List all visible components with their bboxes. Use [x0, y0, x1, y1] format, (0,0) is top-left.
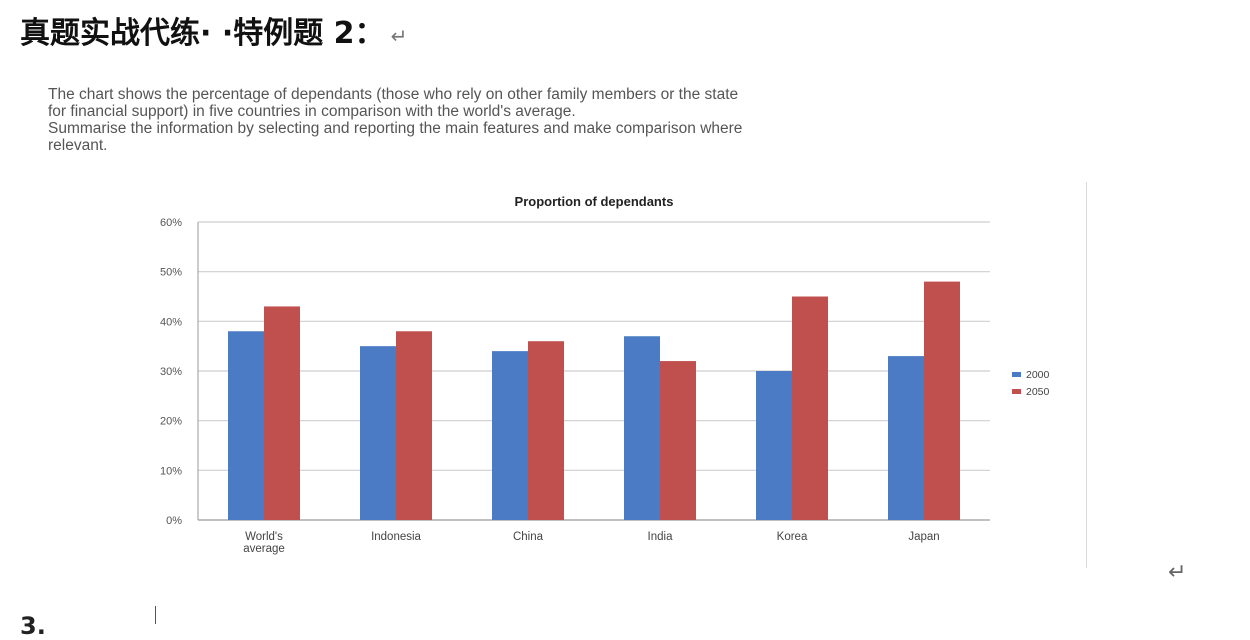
y-tick-label: 60%	[160, 217, 182, 229]
x-tick-label: Japan	[908, 531, 939, 543]
y-tick-label: 30%	[160, 366, 182, 378]
x-tick-label: China	[513, 531, 544, 543]
legend-label: 2000	[1026, 369, 1050, 381]
bar	[360, 346, 396, 520]
bar	[888, 356, 924, 520]
bar-chart: Proportion of dependants 0% 10% 20% 30% 40% 50…	[160, 194, 1050, 555]
x-tick-label: average	[243, 543, 285, 555]
y-tick-label: 0%	[166, 515, 182, 527]
bar	[396, 331, 432, 520]
text-cursor	[155, 606, 156, 624]
prompt-line: for financial support) in five countries…	[48, 103, 576, 120]
legend-swatch	[1012, 389, 1021, 394]
prompt-line: relevant.	[48, 137, 108, 154]
bar	[264, 306, 300, 520]
return-mark-icon: ↵	[1168, 560, 1187, 585]
x-tick-label: World's	[245, 531, 283, 543]
bar	[924, 281, 960, 520]
bar	[528, 341, 564, 520]
chart-frame: Proportion of dependants 0% 10% 20% 30% 40% 50…	[150, 182, 1087, 568]
y-tick-label: 40%	[160, 316, 182, 328]
prompt-line: The chart shows the percentage of depend…	[48, 86, 739, 103]
prompt-line: Summarise the information by selecting a…	[48, 120, 743, 137]
chart-title: Proportion of dependants	[515, 194, 674, 209]
bar	[792, 296, 828, 520]
heading-text: 真题实战代练· ·特例题 2：	[20, 16, 385, 51]
bar	[756, 371, 792, 520]
legend-label: 2050	[1026, 386, 1050, 398]
x-tick-label: Korea	[777, 531, 808, 543]
legend-swatch	[1012, 372, 1021, 377]
bar	[624, 336, 660, 520]
y-tick-label: 20%	[160, 416, 182, 428]
bar	[228, 331, 264, 520]
bar	[492, 351, 528, 520]
page-heading: 真题实战代练· ·特例题 2： ↵	[20, 8, 407, 52]
bar	[660, 361, 696, 520]
task-prompt: The chart shows the percentage of depend…	[48, 86, 1158, 154]
y-tick-label: 10%	[160, 465, 182, 477]
next-line-fragment: 3.	[20, 612, 46, 640]
y-tick-label: 50%	[160, 267, 182, 279]
x-tick-label: Indonesia	[371, 531, 421, 543]
return-mark-icon: ↵	[390, 24, 408, 48]
x-tick-label: India	[648, 531, 674, 543]
